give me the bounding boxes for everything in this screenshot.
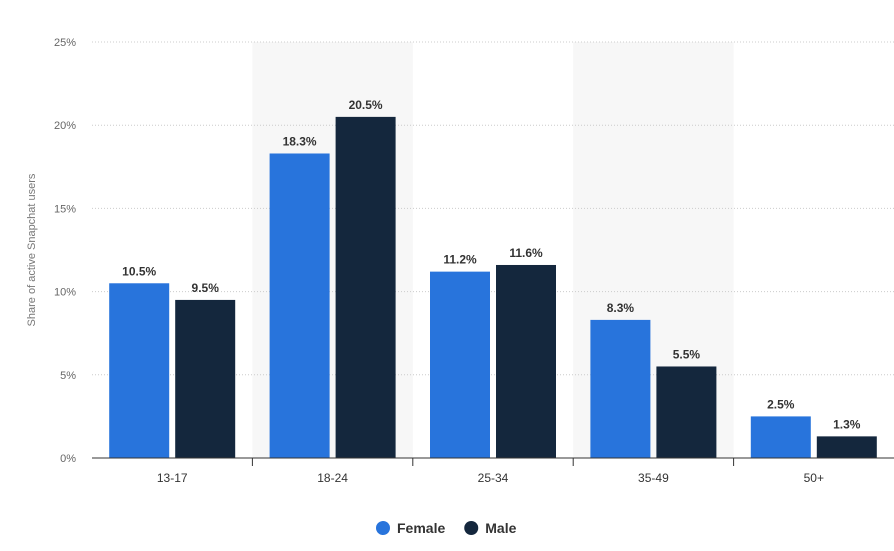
bar-female-2[interactable] xyxy=(430,271,490,458)
x-tick-label: 50+ xyxy=(804,471,824,485)
legend-label-male: Male xyxy=(485,520,516,536)
bar-male-1[interactable] xyxy=(335,116,396,458)
data-label-male-3: 5.5% xyxy=(673,347,701,361)
legend-item-female[interactable]: Female xyxy=(376,520,445,536)
legend-label-female: Female xyxy=(397,520,445,536)
bar-female-0[interactable] xyxy=(109,283,170,458)
data-label-female-4: 2.5% xyxy=(767,397,795,411)
y-tick-label: 0% xyxy=(60,453,76,465)
legend-swatch-female xyxy=(376,521,390,535)
x-tick-label: 35-49 xyxy=(638,471,669,485)
data-label-female-1: 18.3% xyxy=(283,134,317,148)
bar-male-4[interactable] xyxy=(816,436,877,458)
x-tick-label: 25-34 xyxy=(478,471,509,485)
bars xyxy=(109,116,877,458)
x-axis-ticks: 13-17 18-24 25-34 35-49 50+ xyxy=(157,458,824,485)
bar-female-1[interactable] xyxy=(269,153,330,458)
data-label-female-3: 8.3% xyxy=(607,301,635,315)
data-label-male-1: 20.5% xyxy=(349,98,383,112)
y-tick-label: 20% xyxy=(54,120,76,132)
y-tick-label: 10% xyxy=(54,287,76,299)
data-label-female-0: 10.5% xyxy=(122,264,156,278)
bar-female-4[interactable] xyxy=(750,416,811,458)
y-tick-label: 25% xyxy=(54,37,76,49)
x-tick-label: 18-24 xyxy=(317,471,348,485)
data-label-male-0: 9.5% xyxy=(192,281,220,295)
data-label-male-2: 11.6% xyxy=(509,246,543,260)
legend-item-male[interactable]: Male xyxy=(464,520,517,536)
bar-female-3[interactable] xyxy=(590,319,651,458)
data-label-male-4: 1.3% xyxy=(833,417,861,431)
legend-swatch-male xyxy=(464,521,479,535)
bar-male-0[interactable] xyxy=(175,299,236,458)
data-labels: 10.5% 9.5% 18.3% 20.5% 11.2% 11.6% 8.3% 5.5% 2.5… xyxy=(122,98,861,431)
bar-male-3[interactable] xyxy=(656,366,717,458)
data-label-female-2: 11.2% xyxy=(443,253,477,267)
bar-male-2[interactable] xyxy=(496,264,556,458)
y-axis-title: Share of active Snapchat users xyxy=(26,173,38,326)
x-tick-label: 13-17 xyxy=(157,471,188,485)
y-axis-ticks: 0% 5% 10% 15% 20% 25% xyxy=(54,37,76,465)
y-tick-label: 15% xyxy=(54,203,76,215)
y-tick-label: 5% xyxy=(60,370,76,382)
legend[interactable]: Female Male xyxy=(376,520,517,536)
